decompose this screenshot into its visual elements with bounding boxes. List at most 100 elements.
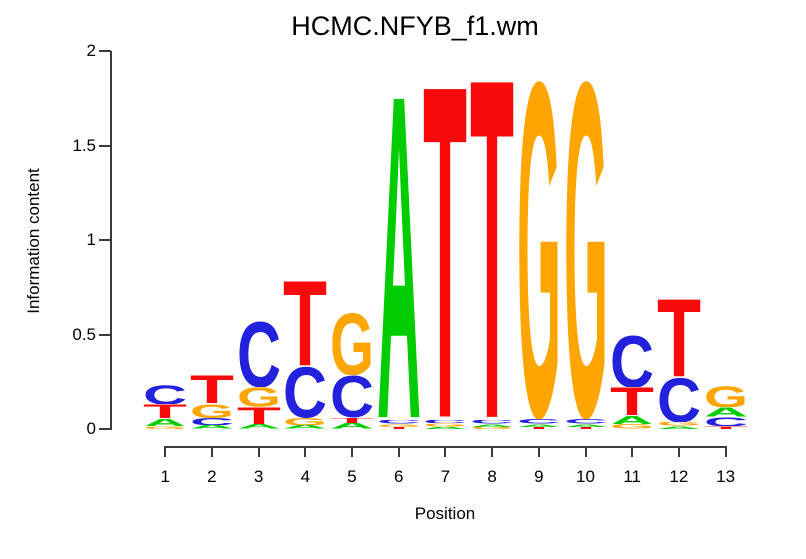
svg-text:G: G xyxy=(143,426,187,429)
svg-text:T: T xyxy=(517,427,561,429)
x-tick-label: 2 xyxy=(207,467,217,486)
y-tick-mark xyxy=(99,428,111,430)
logo-letter-A: A xyxy=(704,407,748,416)
x-tick-mark xyxy=(351,446,353,457)
logo-letter-G: G xyxy=(564,77,608,419)
svg-text:C: C xyxy=(237,321,281,387)
y-tick-label: 2 xyxy=(86,41,96,61)
svg-text:G: G xyxy=(564,77,608,419)
logo-letter-G: G xyxy=(377,424,421,427)
logo-letter-C: C xyxy=(423,420,467,424)
logo-letter-A: A xyxy=(423,427,467,429)
svg-text:G: G xyxy=(704,386,748,408)
svg-text:A: A xyxy=(423,427,467,429)
svg-text:T: T xyxy=(704,426,748,429)
svg-text:T: T xyxy=(143,404,187,418)
logo-letter-C: C xyxy=(610,335,654,388)
svg-text:G: G xyxy=(517,77,561,419)
svg-text:G: G xyxy=(470,427,514,429)
logo-letter-G: G xyxy=(704,386,748,408)
logo-letter-T: T xyxy=(377,427,421,429)
logo-letter-C: C xyxy=(237,321,281,387)
logo-letter-T: T xyxy=(470,73,514,420)
svg-text:C: C xyxy=(610,335,654,388)
svg-text:A: A xyxy=(704,407,748,416)
svg-text:C: C xyxy=(423,420,467,424)
logo-letter-T: T xyxy=(237,407,281,424)
logo-letter-T: T xyxy=(330,418,374,424)
y-axis-label: Information content xyxy=(24,168,43,314)
logo-letter-T: T xyxy=(610,387,654,415)
svg-text:G: G xyxy=(283,418,327,426)
x-tick-label: 5 xyxy=(347,467,357,486)
svg-text:G: G xyxy=(237,387,281,407)
x-tick-mark xyxy=(584,446,587,457)
y-tick-label: 1.5 xyxy=(72,135,96,155)
logo-letter-T: T xyxy=(517,427,561,429)
x-tick-mark xyxy=(677,446,680,457)
svg-text:A: A xyxy=(517,424,561,427)
svg-text:A: A xyxy=(377,90,421,420)
logo-letter-A: A xyxy=(470,424,514,427)
x-tick-mark xyxy=(164,446,167,457)
svg-text:T: T xyxy=(377,427,421,429)
logo-letter-C: C xyxy=(657,377,701,422)
svg-text:A: A xyxy=(237,424,281,429)
x-tick-label: 10 xyxy=(576,467,595,486)
logo-letter-C: C xyxy=(517,419,561,424)
logo-letter-C: C xyxy=(470,420,514,424)
logo-letter-T: T xyxy=(143,404,187,418)
svg-text:C: C xyxy=(517,419,561,424)
logo-letter-A: A xyxy=(190,425,234,429)
y-tick-label: 0.5 xyxy=(72,324,96,344)
logo-letter-G: G xyxy=(423,423,467,426)
svg-text:C: C xyxy=(143,385,187,405)
svg-text:T: T xyxy=(190,375,234,403)
x-tick-mark xyxy=(491,446,494,457)
svg-text:A: A xyxy=(330,423,374,429)
svg-text:G: G xyxy=(610,424,654,429)
y-axis-line xyxy=(110,51,112,430)
logo-letter-A: A xyxy=(517,424,561,427)
svg-text:C: C xyxy=(190,418,234,426)
x-tick-label: 11 xyxy=(623,467,642,486)
y-tick-mark xyxy=(99,144,111,147)
svg-text:A: A xyxy=(564,424,608,427)
x-tick-label: 6 xyxy=(393,467,404,486)
svg-text:A: A xyxy=(610,416,654,424)
y-tick-label: 0 xyxy=(86,419,96,438)
x-tick-mark xyxy=(724,446,727,457)
logo-letter-G: G xyxy=(237,387,281,407)
svg-text:A: A xyxy=(143,419,187,427)
logo-letter-C: C xyxy=(377,420,421,424)
logo-letter-A: A xyxy=(564,424,608,427)
logo-letter-C: C xyxy=(143,385,187,405)
svg-text:C: C xyxy=(564,419,608,424)
svg-text:G: G xyxy=(377,424,421,427)
logo-letter-G: G xyxy=(330,312,374,375)
logo-letter-G: G xyxy=(143,426,187,429)
logo-letter-A: A xyxy=(237,424,281,429)
logo-letter-G: G xyxy=(190,404,234,418)
svg-text:G: G xyxy=(423,423,467,426)
y-tick-mark xyxy=(99,239,111,242)
svg-text:C: C xyxy=(657,377,701,422)
x-tick-label: 8 xyxy=(487,467,497,486)
x-tick-mark xyxy=(537,446,540,457)
logo-letter-C: C xyxy=(190,418,234,426)
x-tick-label: 1 xyxy=(160,467,170,486)
logo-letter-A: A xyxy=(330,423,374,429)
svg-text:G: G xyxy=(657,422,701,426)
logo-letter-G: G xyxy=(283,418,327,426)
svg-text:C: C xyxy=(704,417,748,426)
svg-text:T: T xyxy=(564,427,608,429)
x-tick-label: 13 xyxy=(716,467,736,486)
svg-text:G: G xyxy=(330,312,374,375)
logo-letter-A: A xyxy=(283,425,327,429)
logo-letter-T: T xyxy=(657,298,701,377)
logo-letter-T: T xyxy=(283,279,327,366)
x-tick-label: 12 xyxy=(669,467,689,486)
svg-text:C: C xyxy=(377,420,421,424)
svg-text:C: C xyxy=(283,366,327,418)
